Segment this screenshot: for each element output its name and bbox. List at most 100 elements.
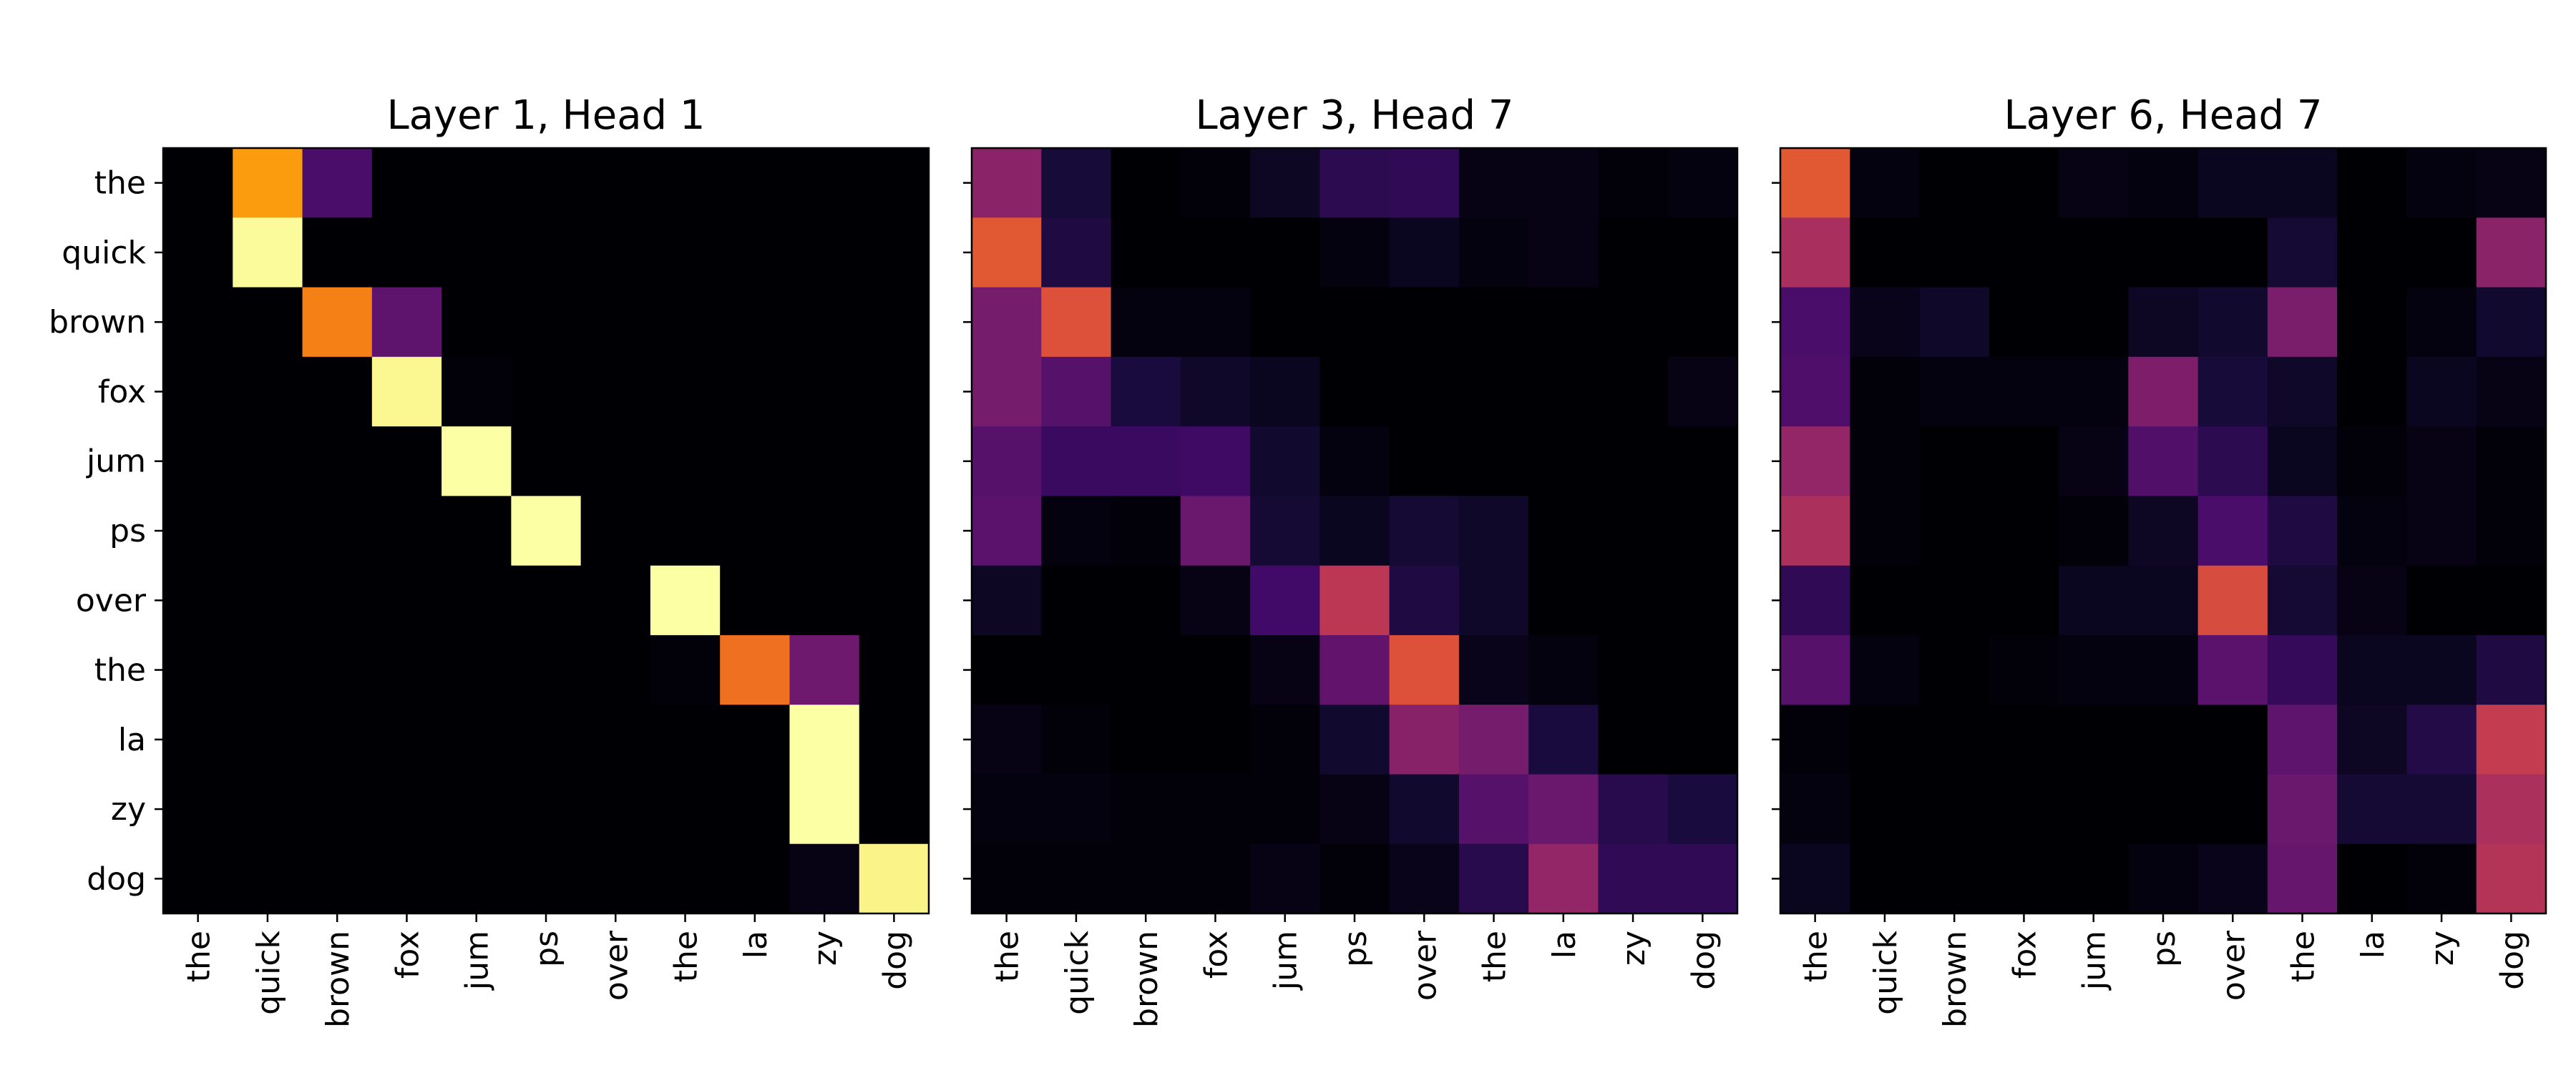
heatmap-cell bbox=[2337, 217, 2408, 288]
heatmap-cell bbox=[2476, 287, 2547, 358]
heatmap-cell bbox=[580, 217, 651, 288]
heatmap-cell bbox=[2267, 635, 2338, 705]
heatmap-cell bbox=[441, 496, 512, 567]
heatmap-cell bbox=[1850, 148, 1921, 218]
heatmap-cell bbox=[302, 705, 373, 775]
x-tick-label: zy bbox=[1616, 931, 1652, 966]
heatmap-cell bbox=[1919, 843, 1990, 914]
heatmap-cell bbox=[1041, 426, 1112, 496]
x-tick-label: fox bbox=[389, 931, 426, 979]
heatmap-cell bbox=[302, 148, 373, 218]
heatmap-cell bbox=[2059, 774, 2129, 845]
heatmap-cell bbox=[1850, 565, 1921, 636]
heatmap-cell bbox=[789, 496, 860, 567]
heatmap-cell bbox=[1919, 148, 1990, 218]
heatmap-cell bbox=[1319, 705, 1390, 775]
heatmap-cell bbox=[441, 217, 512, 288]
heatmap-cell bbox=[163, 705, 233, 775]
heatmap-cell bbox=[1598, 705, 1669, 775]
heatmap-cell bbox=[720, 356, 791, 427]
heatmap-cell bbox=[1598, 356, 1669, 427]
heatmap-cell bbox=[720, 565, 791, 636]
heatmap-cell bbox=[1458, 635, 1529, 705]
heatmap-cell bbox=[789, 426, 860, 496]
heatmap-cell bbox=[163, 287, 233, 358]
heatmap-cell bbox=[163, 843, 233, 914]
heatmap-cell bbox=[2406, 426, 2477, 496]
heatmap-cell bbox=[1389, 287, 1460, 358]
heatmap-cell bbox=[1250, 705, 1320, 775]
y-tick-label: the bbox=[94, 165, 146, 202]
heatmap-cell bbox=[1111, 426, 1181, 496]
heatmap-panel: Layer 1, Head 1thequickbrownfoxjumpsover… bbox=[49, 92, 930, 1028]
x-tick-label: jum bbox=[2077, 931, 2113, 991]
heatmap-cell bbox=[580, 635, 651, 705]
heatmap-cell bbox=[2128, 565, 2199, 636]
x-tick-label: ps bbox=[529, 931, 565, 967]
heatmap-cell bbox=[1111, 843, 1181, 914]
heatmap-cell bbox=[1458, 148, 1529, 218]
heatmap-cell bbox=[972, 774, 1042, 845]
heatmap-cell bbox=[1528, 774, 1599, 845]
panel-title: Layer 1, Head 1 bbox=[386, 92, 705, 139]
heatmap-cell bbox=[233, 496, 303, 567]
heatmap-cell bbox=[1989, 774, 2059, 845]
heatmap-cell bbox=[650, 287, 721, 358]
heatmap-cell bbox=[1319, 496, 1390, 567]
heatmap-cell bbox=[1389, 217, 1460, 288]
heatmap-cell bbox=[972, 148, 1042, 218]
heatmap-cell bbox=[2059, 287, 2129, 358]
heatmap-cell bbox=[1319, 217, 1390, 288]
heatmap-cell bbox=[1180, 774, 1251, 845]
heatmap-cell bbox=[1850, 774, 1921, 845]
heatmap-cell bbox=[371, 287, 442, 358]
heatmap-panel: Layer 6, Head 7 the quick brown fox jum ps over… bbox=[1772, 92, 2547, 1028]
heatmap-cell bbox=[972, 565, 1042, 636]
heatmap-cell bbox=[302, 774, 373, 845]
heatmap-cell bbox=[1389, 705, 1460, 775]
heatmap-cell bbox=[1598, 774, 1669, 845]
heatmap-cell bbox=[441, 426, 512, 496]
heatmap-cell bbox=[789, 287, 860, 358]
heatmap-cell bbox=[859, 774, 930, 845]
x-tick-label: dog bbox=[877, 931, 913, 990]
heatmap-cell bbox=[1389, 843, 1460, 914]
heatmap-cell bbox=[441, 148, 512, 218]
heatmap-cell bbox=[163, 774, 233, 845]
heatmap-cell bbox=[789, 356, 860, 427]
heatmap-cell bbox=[2267, 356, 2338, 427]
heatmap-cell bbox=[1598, 843, 1669, 914]
heatmap-cell bbox=[511, 843, 582, 914]
heatmap-cell bbox=[2128, 426, 2199, 496]
heatmap-cell bbox=[1319, 565, 1390, 636]
y-tick-label: over bbox=[76, 582, 147, 619]
heatmap-cell bbox=[2406, 148, 2477, 218]
x-tick-label: the bbox=[668, 931, 705, 982]
heatmap-cell bbox=[650, 426, 721, 496]
heatmap-cell bbox=[1458, 843, 1529, 914]
heatmap-cell bbox=[1667, 287, 1738, 358]
panel-title: Layer 3, Head 7 bbox=[1195, 92, 1513, 139]
heatmap-cell bbox=[720, 774, 791, 845]
heatmap-cell bbox=[233, 217, 303, 288]
heatmap-cell bbox=[233, 287, 303, 358]
heatmap-cell bbox=[511, 705, 582, 775]
heatmap-cell bbox=[1780, 705, 1850, 775]
heatmap-cell bbox=[1250, 426, 1320, 496]
heatmap-cell bbox=[1780, 635, 1850, 705]
heatmap-cell bbox=[371, 148, 442, 218]
heatmap-cell bbox=[2406, 774, 2477, 845]
heatmap-cell bbox=[1780, 426, 1850, 496]
heatmap-cell bbox=[1389, 774, 1460, 845]
y-tick-label: zy bbox=[111, 791, 146, 828]
heatmap-cell bbox=[1389, 635, 1460, 705]
heatmap-cell bbox=[1389, 148, 1460, 218]
heatmap-cell bbox=[1780, 287, 1850, 358]
heatmap-cell bbox=[511, 635, 582, 705]
heatmap-cell bbox=[1780, 148, 1850, 218]
heatmap-cell bbox=[2059, 426, 2129, 496]
heatmap-cell bbox=[2128, 635, 2199, 705]
heatmap-cell bbox=[163, 635, 233, 705]
heatmap-cell bbox=[2197, 705, 2268, 775]
heatmap-cell bbox=[580, 705, 651, 775]
